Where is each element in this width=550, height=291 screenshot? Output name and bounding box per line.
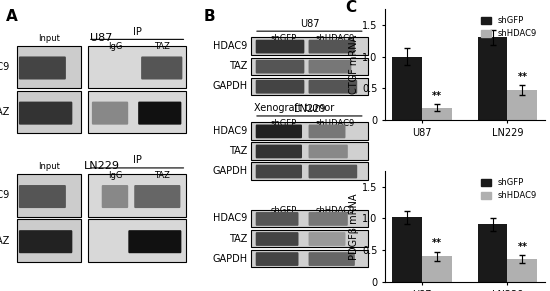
FancyBboxPatch shape bbox=[19, 185, 66, 208]
FancyBboxPatch shape bbox=[256, 80, 304, 94]
FancyBboxPatch shape bbox=[19, 56, 66, 79]
Text: Input: Input bbox=[38, 34, 60, 43]
Bar bbox=[392, 217, 422, 282]
FancyBboxPatch shape bbox=[251, 122, 368, 140]
FancyBboxPatch shape bbox=[309, 40, 355, 54]
Text: TAZ: TAZ bbox=[229, 146, 248, 156]
FancyBboxPatch shape bbox=[88, 219, 186, 262]
Text: A: A bbox=[6, 9, 17, 24]
FancyBboxPatch shape bbox=[16, 174, 81, 217]
Text: TAZ: TAZ bbox=[154, 42, 170, 51]
FancyBboxPatch shape bbox=[16, 46, 81, 88]
FancyBboxPatch shape bbox=[256, 165, 302, 178]
Bar bbox=[508, 259, 537, 282]
FancyBboxPatch shape bbox=[251, 58, 368, 75]
Bar bbox=[422, 256, 452, 282]
Text: shGFP: shGFP bbox=[271, 119, 296, 128]
Text: TAZ: TAZ bbox=[0, 235, 9, 246]
Text: shGFP: shGFP bbox=[271, 34, 296, 43]
FancyBboxPatch shape bbox=[251, 162, 368, 180]
FancyBboxPatch shape bbox=[309, 125, 345, 138]
Text: GAPDH: GAPDH bbox=[212, 166, 248, 176]
FancyBboxPatch shape bbox=[88, 46, 186, 88]
Text: HDAC9: HDAC9 bbox=[0, 62, 9, 72]
FancyBboxPatch shape bbox=[309, 165, 357, 178]
Text: TAZ: TAZ bbox=[229, 61, 248, 71]
Legend: shGFP, shHDAC9: shGFP, shHDAC9 bbox=[478, 13, 540, 42]
FancyBboxPatch shape bbox=[251, 78, 368, 95]
Bar bbox=[422, 108, 452, 120]
Bar bbox=[477, 224, 508, 282]
Text: IP: IP bbox=[133, 155, 141, 165]
Text: TAZ: TAZ bbox=[154, 171, 170, 180]
Bar bbox=[508, 91, 537, 120]
FancyBboxPatch shape bbox=[256, 40, 304, 54]
Text: U87: U87 bbox=[300, 19, 319, 29]
FancyBboxPatch shape bbox=[16, 91, 81, 133]
Text: GAPDH: GAPDH bbox=[212, 253, 248, 264]
Text: HDAC9: HDAC9 bbox=[0, 190, 9, 200]
Y-axis label: PDGFβ mRNA: PDGFβ mRNA bbox=[349, 193, 359, 260]
Text: GAPDH: GAPDH bbox=[212, 81, 248, 91]
FancyBboxPatch shape bbox=[309, 60, 351, 74]
Text: shGFP: shGFP bbox=[271, 206, 296, 215]
FancyBboxPatch shape bbox=[138, 102, 182, 125]
FancyBboxPatch shape bbox=[256, 145, 302, 158]
FancyBboxPatch shape bbox=[128, 230, 182, 253]
FancyBboxPatch shape bbox=[19, 102, 73, 125]
FancyBboxPatch shape bbox=[309, 212, 348, 226]
FancyBboxPatch shape bbox=[102, 185, 128, 208]
Text: shHDAC9: shHDAC9 bbox=[316, 34, 355, 43]
FancyBboxPatch shape bbox=[88, 91, 186, 133]
Text: TAZ: TAZ bbox=[0, 107, 9, 117]
Y-axis label: CTGF mRNA: CTGF mRNA bbox=[349, 35, 359, 94]
FancyBboxPatch shape bbox=[251, 210, 368, 227]
Text: LN229: LN229 bbox=[294, 104, 325, 114]
Text: **: ** bbox=[432, 238, 442, 249]
FancyBboxPatch shape bbox=[309, 232, 345, 246]
FancyBboxPatch shape bbox=[256, 60, 304, 74]
FancyBboxPatch shape bbox=[256, 232, 299, 246]
Text: B: B bbox=[204, 9, 215, 24]
FancyBboxPatch shape bbox=[19, 230, 73, 253]
Text: shHDAC9: shHDAC9 bbox=[316, 119, 355, 128]
Bar bbox=[392, 56, 422, 120]
FancyBboxPatch shape bbox=[141, 56, 183, 79]
FancyBboxPatch shape bbox=[88, 174, 186, 217]
Text: **: ** bbox=[518, 242, 527, 252]
FancyBboxPatch shape bbox=[92, 102, 128, 125]
FancyBboxPatch shape bbox=[16, 219, 81, 262]
FancyBboxPatch shape bbox=[309, 80, 357, 94]
Text: **: ** bbox=[432, 91, 442, 101]
FancyBboxPatch shape bbox=[309, 145, 348, 158]
Text: C: C bbox=[345, 0, 356, 15]
Legend: shGFP, shHDAC9: shGFP, shHDAC9 bbox=[478, 175, 540, 204]
FancyBboxPatch shape bbox=[256, 212, 299, 226]
Text: IgG: IgG bbox=[108, 42, 123, 51]
FancyBboxPatch shape bbox=[134, 185, 180, 208]
Text: **: ** bbox=[518, 72, 527, 82]
Text: Xenograft tumor: Xenograft tumor bbox=[254, 103, 334, 113]
Text: HDAC9: HDAC9 bbox=[213, 41, 248, 51]
FancyBboxPatch shape bbox=[256, 252, 299, 266]
FancyBboxPatch shape bbox=[309, 252, 355, 266]
Text: LN229: LN229 bbox=[84, 162, 119, 171]
Text: HDAC9: HDAC9 bbox=[213, 126, 248, 136]
Bar bbox=[477, 38, 508, 120]
FancyBboxPatch shape bbox=[251, 250, 368, 267]
Text: HDAC9: HDAC9 bbox=[213, 213, 248, 223]
Text: TAZ: TAZ bbox=[229, 233, 248, 244]
FancyBboxPatch shape bbox=[251, 38, 368, 55]
Text: IP: IP bbox=[133, 27, 141, 37]
FancyBboxPatch shape bbox=[251, 230, 368, 247]
Text: shHDAC9: shHDAC9 bbox=[316, 206, 355, 215]
Text: Input: Input bbox=[38, 162, 60, 171]
FancyBboxPatch shape bbox=[251, 142, 368, 160]
Text: IgG: IgG bbox=[108, 171, 123, 180]
FancyBboxPatch shape bbox=[256, 125, 302, 138]
Text: U87: U87 bbox=[90, 33, 113, 43]
